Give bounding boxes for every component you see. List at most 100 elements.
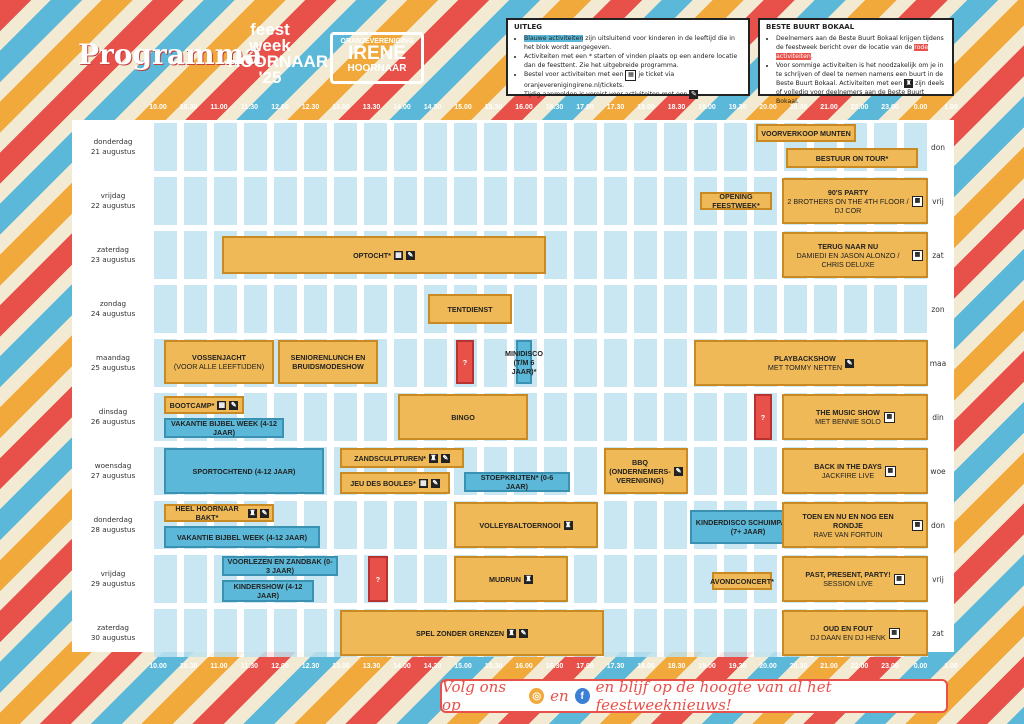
time-label: 19.00 [698,663,716,670]
time-label: 19.30 [728,663,747,670]
qr-icon: ▦ [893,573,905,585]
event-past[interactable]: PAST, PRESENT, PARTY! SESSION LIVE ▦ [782,556,928,602]
event-title: BBQ (ONDERNEMERS-VERENIGING) [609,457,671,485]
time-label: 12.30 [301,104,320,111]
event-title: KINDERDISCO SCHUIMPARTY (7+ JAAR) [695,518,801,536]
day-label: maandag 25 augustus [90,353,136,372]
time-label: 20.30 [789,104,808,111]
time-label: 13.00 [332,104,350,111]
event-backdays[interactable]: BACK IN THE DAYS JACKFIRE LIVE ▦ [782,448,928,494]
event-zand[interactable]: ZANDSCULPTUREN* ♜ ✎ [340,448,464,468]
instagram-icon[interactable]: ◎ [529,688,545,704]
event-title: TOEN EN NU EN NOG EEN RONDJE [802,511,894,530]
time-label: 19.30 [728,104,747,111]
time-axis-bottom: 10.00 10.30 11.00 11.30 12.00 12.30 13.00 13.30… [132,663,958,675]
event-title: VOSSENJACHT [192,353,246,362]
time-label: 18.00 [637,104,655,111]
event-musicshow[interactable]: THE MUSIC SHOW MET BENNIE SOLO ▦ [782,394,928,440]
event-title: BINGO [451,412,475,422]
event-voorlezen[interactable]: VOORLEZEN EN ZANDBAK (0-3 JAAR) [222,556,338,576]
event-q2[interactable]: ? [754,394,772,440]
event-opening[interactable]: OPENING FEESTWEEK* [700,192,772,210]
qr-icon: ▦ [883,411,895,423]
qr-icon: ▦ [912,519,923,531]
legend-beste-buurt-bokaal: BESTE BUURT BOKAAL Deelnemers aan de Bes… [758,18,954,105]
time-label: 17.30 [606,104,625,111]
event-minidisco[interactable]: MINIDISCO (T/M 6 JAAR)* [505,340,543,384]
time-label: 10.30 [179,663,198,670]
event-kindershow[interactable]: KINDERSHOW (4-12 JAAR) [222,580,314,602]
trophy-icon: ♜ [563,520,573,530]
event-avondconcert[interactable]: AVONDCONCERT* [710,572,774,590]
event-title: SPORTOCHTEND (4-12 JAAR) [192,466,296,476]
event-vossenjacht[interactable]: VOSSENJACHT (VOOR ALLE LEEFTIJDEN) [164,340,274,384]
time-label: 15.00 [454,663,472,670]
time-label: 14.00 [393,104,411,111]
day-abbr: maa [929,358,947,368]
event-bakt[interactable]: HEEL HOORNAAR BAKT* ♜ ✎ [164,504,274,522]
event-subtitle: 2 BROTHERS ON THE 4TH FLOOR / DJ COR [787,196,909,215]
time-label: 16.30 [545,663,564,670]
time-label: 18.00 [637,663,655,670]
event-bbq[interactable]: BBQ (ONDERNEMERS-VERENIGING) ✎ [604,448,688,494]
event-title: VOORLEZEN EN ZANDBAK (0-3 JAAR) [227,557,333,575]
event-voorverkoop[interactable]: VOORVERKOOP MUNTEN [756,124,856,142]
event-title: SENIORENLUNCH EN BRUIDSMODESHOW [290,353,366,371]
event-vbw2[interactable]: VAKANTIE BIJBEL WEEK (4-12 JAAR) [164,526,320,548]
event-bootcamp[interactable]: BOOTCAMP* ▦ ✎ [164,396,244,414]
event-sport[interactable]: SPORTOCHTEND (4-12 JAAR) [164,448,324,494]
event-jeu[interactable]: JEU DES BOULES* ▦ ✎ [340,472,450,494]
event-stoep[interactable]: STOEPKRIJTEN* (0-6 JAAR) [464,472,570,492]
trophy-icon: ♜ [428,453,438,463]
event-subtitle: RAVE VAN FORTUIN [813,529,883,539]
day-abbr: zat [932,628,944,638]
day-label: donderdag 28 augustus [90,515,136,534]
ticket-icon: ▦ [418,478,428,488]
time-label: 14.00 [393,663,411,670]
event-tentdienst[interactable]: TENTDIENST [428,294,512,324]
time-label: 18.30 [667,663,686,670]
event-party90[interactable]: 90'S PARTY 2 BROTHERS ON THE 4TH FLOOR / … [782,178,928,224]
event-oud[interactable]: OUD EN FOUT DJ DAAN EN DJ HENK ▦ [782,610,928,656]
event-terug[interactable]: TERUG NAAR NU DAMIEDI EN JASON ALONZO / C… [782,232,928,278]
event-optocht[interactable]: OPTOCHT* ▦ ✎ [222,236,546,274]
event-subtitle: DAMIEDI EN JASON ALONZO / CHRIS DELUXE [796,250,900,269]
qr-icon: ▦ [625,70,637,81]
event-q3[interactable]: ? [368,556,388,602]
day-abbr: zon [931,304,945,314]
event-bingo[interactable]: BINGO [398,394,528,440]
time-label: 18.30 [667,104,686,111]
time-label: 22.00 [850,663,869,670]
event-bestuur[interactable]: BESTUUR ON TOUR* [786,148,918,168]
facebook-icon[interactable]: f [574,688,590,704]
pencil-icon: ✎ [229,400,239,410]
day-abbr: zat [932,250,944,260]
event-title: STOEPKRIJTEN* (0-6 JAAR) [480,473,554,491]
time-label: 16.00 [515,663,533,670]
event-seniorenlunch[interactable]: SENIORENLUNCH EN BRUIDSMODESHOW [278,340,378,384]
event-mudrun[interactable]: MUDRUN ♜ [454,556,568,602]
event-title: THE MUSIC SHOW [816,408,880,417]
pencil-icon: ✎ [845,358,855,368]
event-title: ZANDSCULPTUREN* [354,453,426,463]
time-label: 13.30 [362,104,381,111]
event-spel[interactable]: SPEL ZONDER GRENZEN ♜ ✎ [340,610,604,656]
event-playback[interactable]: PLAYBACKSHOW MET TOMMY NETTEN ✎ [694,340,928,386]
event-subtitle: MET BENNIE SOLO [815,417,881,426]
time-label: 20.00 [759,663,777,670]
trophy-icon: ♜ [904,79,914,88]
event-title: VAKANTIE BIJBEL WEEK (4-12 JAAR) [177,532,307,542]
event-title: OPENING FEESTWEEK* [712,192,760,210]
event-title: 90'S PARTY [827,187,869,197]
event-vbw1[interactable]: VAKANTIE BIJBEL WEEK (4-12 JAAR) [164,418,284,438]
event-title: ? [760,412,766,422]
event-q1[interactable]: ? [456,340,474,384]
pencil-icon: ✎ [674,466,683,476]
schedule-grid: donderdag 21 augustus don vrijdag 22 augustu… [72,120,954,657]
event-toen[interactable]: TOEN EN NU EN NOG EEN RONDJE RAVE VAN FOR… [782,502,928,548]
time-label: 17.00 [576,663,594,670]
ticket-icon: ▦ [217,400,227,410]
qr-icon: ▦ [912,195,923,207]
time-label: 20.00 [759,104,777,111]
event-volley[interactable]: VOLLEYBALTOERNOOI ♜ [454,502,598,548]
